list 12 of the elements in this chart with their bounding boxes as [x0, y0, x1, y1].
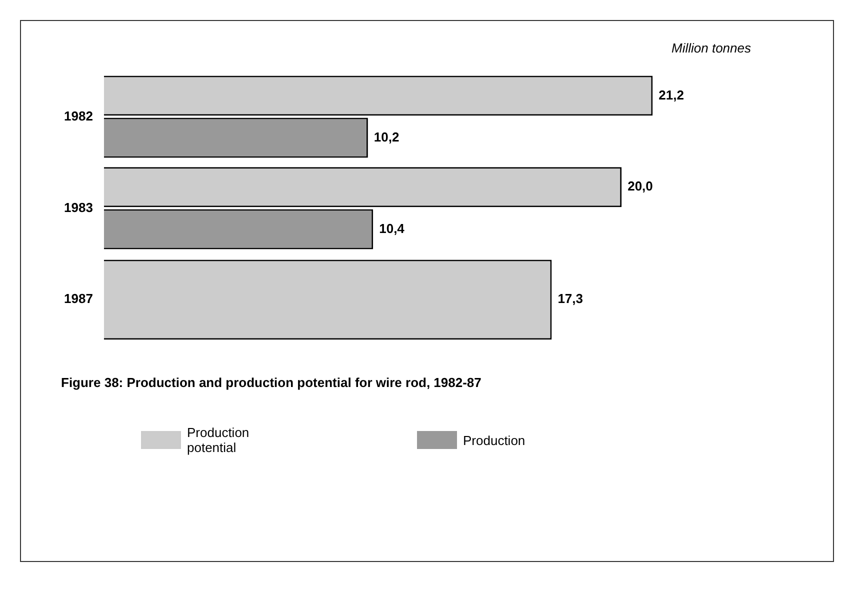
y-tick-label: 1983	[64, 200, 93, 215]
text: Figure 38: Production and production potential for wire rod, 1982-87	[61, 374, 482, 390]
legend-label: Production	[463, 432, 526, 448]
y-tick-label: 1982	[64, 108, 93, 124]
y-tick-label: 1987	[64, 291, 93, 306]
text: Million tonnes	[672, 40, 752, 56]
data-label: 21,2	[658, 87, 684, 102]
data-label: 20,0	[628, 178, 653, 194]
legend-label: Production potential	[187, 425, 250, 455]
data-label: 10,4	[379, 220, 406, 236]
data-label: 17,3	[558, 291, 584, 306]
data-label: 10,2	[374, 129, 400, 144]
